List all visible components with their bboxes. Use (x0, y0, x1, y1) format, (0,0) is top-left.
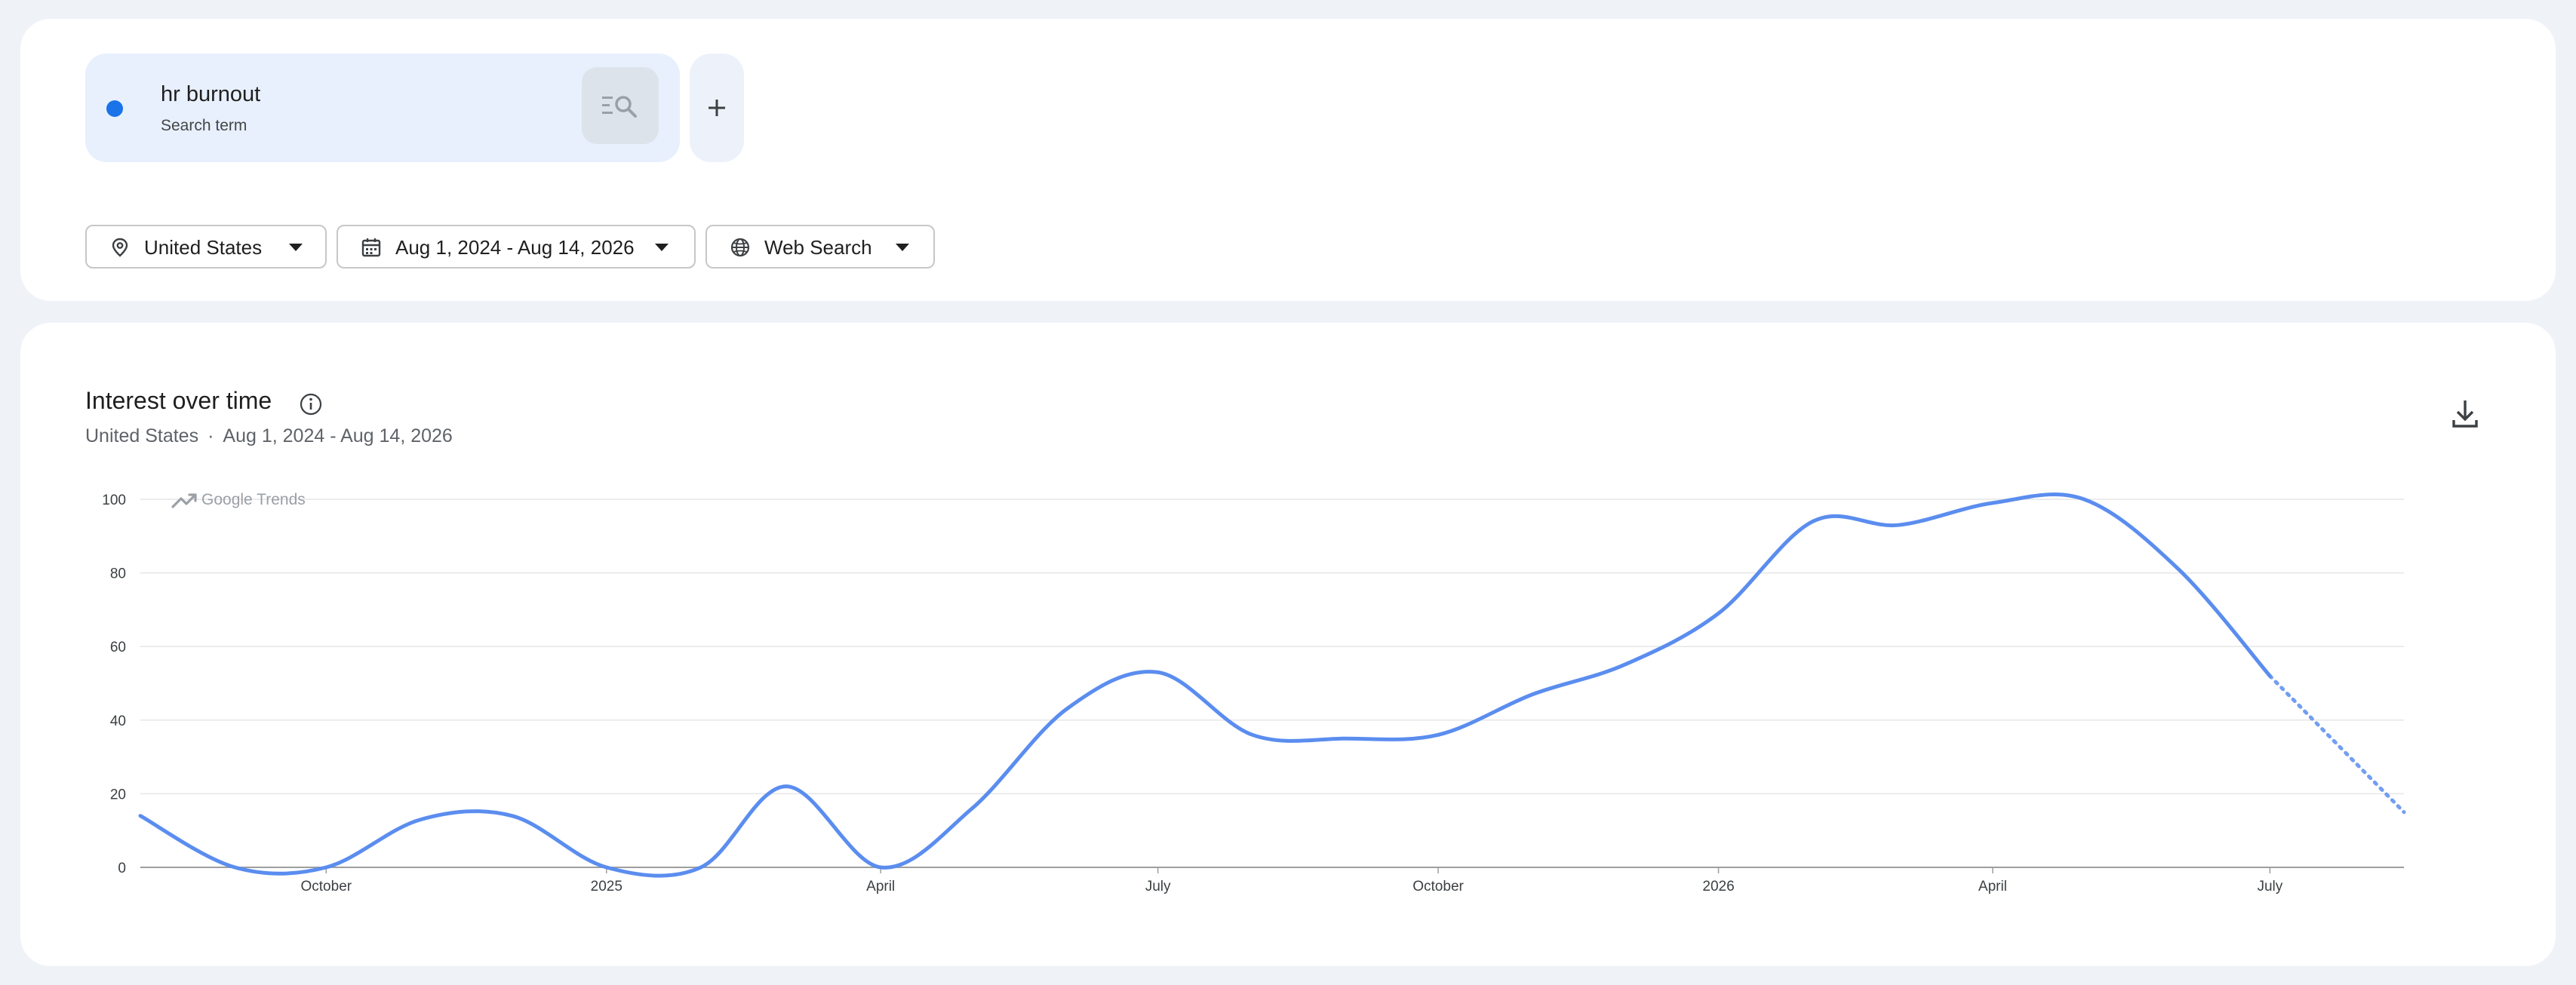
globe-icon (730, 238, 750, 257)
search-term-chip[interactable]: hr burnout Search term (85, 54, 680, 162)
x-axis-ticks: October 2025 April July October 2026 April July (301, 867, 2283, 894)
chart-series (138, 493, 2406, 878)
interest-chart: Google Trends 0 20 40 60 80 100 October 2025 Ap… (102, 491, 2406, 894)
chart-title: Interest over time (85, 387, 272, 414)
chart-subtitle: United States · Aug 1, 2024 - Aug 14, 2026 (85, 425, 453, 447)
y-tick-label: 20 (110, 787, 126, 802)
x-tick-label: 2026 (1702, 879, 1734, 894)
location-pin-icon (112, 238, 128, 257)
series-line (138, 493, 2272, 878)
search-compare-icon (602, 96, 637, 118)
date-range-filter-label: Aug 1, 2024 - Aug 14, 2026 (395, 236, 635, 259)
chart-subtitle-range: Aug 1, 2024 - Aug 14, 2026 (223, 425, 453, 446)
search-compare-button[interactable] (582, 67, 659, 144)
x-tick-label: July (2257, 879, 2282, 894)
interest-over-time-card: Interest over time United States · Aug 1, … (20, 323, 2556, 966)
y-axis-ticks: 0 20 40 60 80 100 (102, 493, 126, 876)
chevron-down-icon (655, 244, 669, 251)
x-tick-label: October (301, 879, 352, 894)
y-tick-label: 80 (110, 566, 126, 582)
calendar-icon (361, 238, 381, 257)
chevron-down-icon (289, 244, 303, 251)
chart-grid (140, 499, 2404, 868)
property-filter-label: Web Search (764, 236, 872, 259)
search-panel: hr burnout Search term United States (20, 19, 2556, 301)
y-tick-label: 0 (118, 861, 126, 876)
series-color-dot (106, 100, 123, 117)
location-filter-label: United States (144, 236, 263, 259)
x-tick-label: April (1978, 879, 2007, 894)
chevron-down-icon (896, 244, 909, 251)
y-tick-label: 100 (102, 493, 126, 508)
info-icon[interactable] (298, 391, 324, 417)
series-line-partial (2267, 674, 2406, 815)
location-filter[interactable]: United States (85, 225, 327, 268)
property-filter[interactable]: Web Search (705, 225, 935, 268)
search-term-type: Search term (161, 117, 247, 134)
trends-logo-icon (171, 493, 197, 508)
date-range-filter[interactable]: Aug 1, 2024 - Aug 14, 2026 (337, 225, 696, 268)
y-tick-label: 40 (110, 713, 126, 729)
subtitle-separator: · (207, 425, 214, 446)
y-tick-label: 60 (110, 640, 126, 655)
x-tick-label: 2025 (591, 879, 622, 894)
watermark-label: Google Trends (201, 491, 306, 508)
plus-icon (709, 100, 725, 116)
x-tick-label: April (866, 879, 895, 894)
x-tick-label: October (1412, 879, 1464, 894)
chart-subtitle-location: United States (85, 425, 199, 446)
download-icon[interactable] (2445, 394, 2485, 434)
search-term-name: hr burnout (161, 82, 261, 106)
add-comparison-button[interactable] (690, 54, 744, 162)
x-tick-label: July (1145, 879, 1171, 894)
google-trends-watermark: Google Trends (171, 491, 306, 508)
